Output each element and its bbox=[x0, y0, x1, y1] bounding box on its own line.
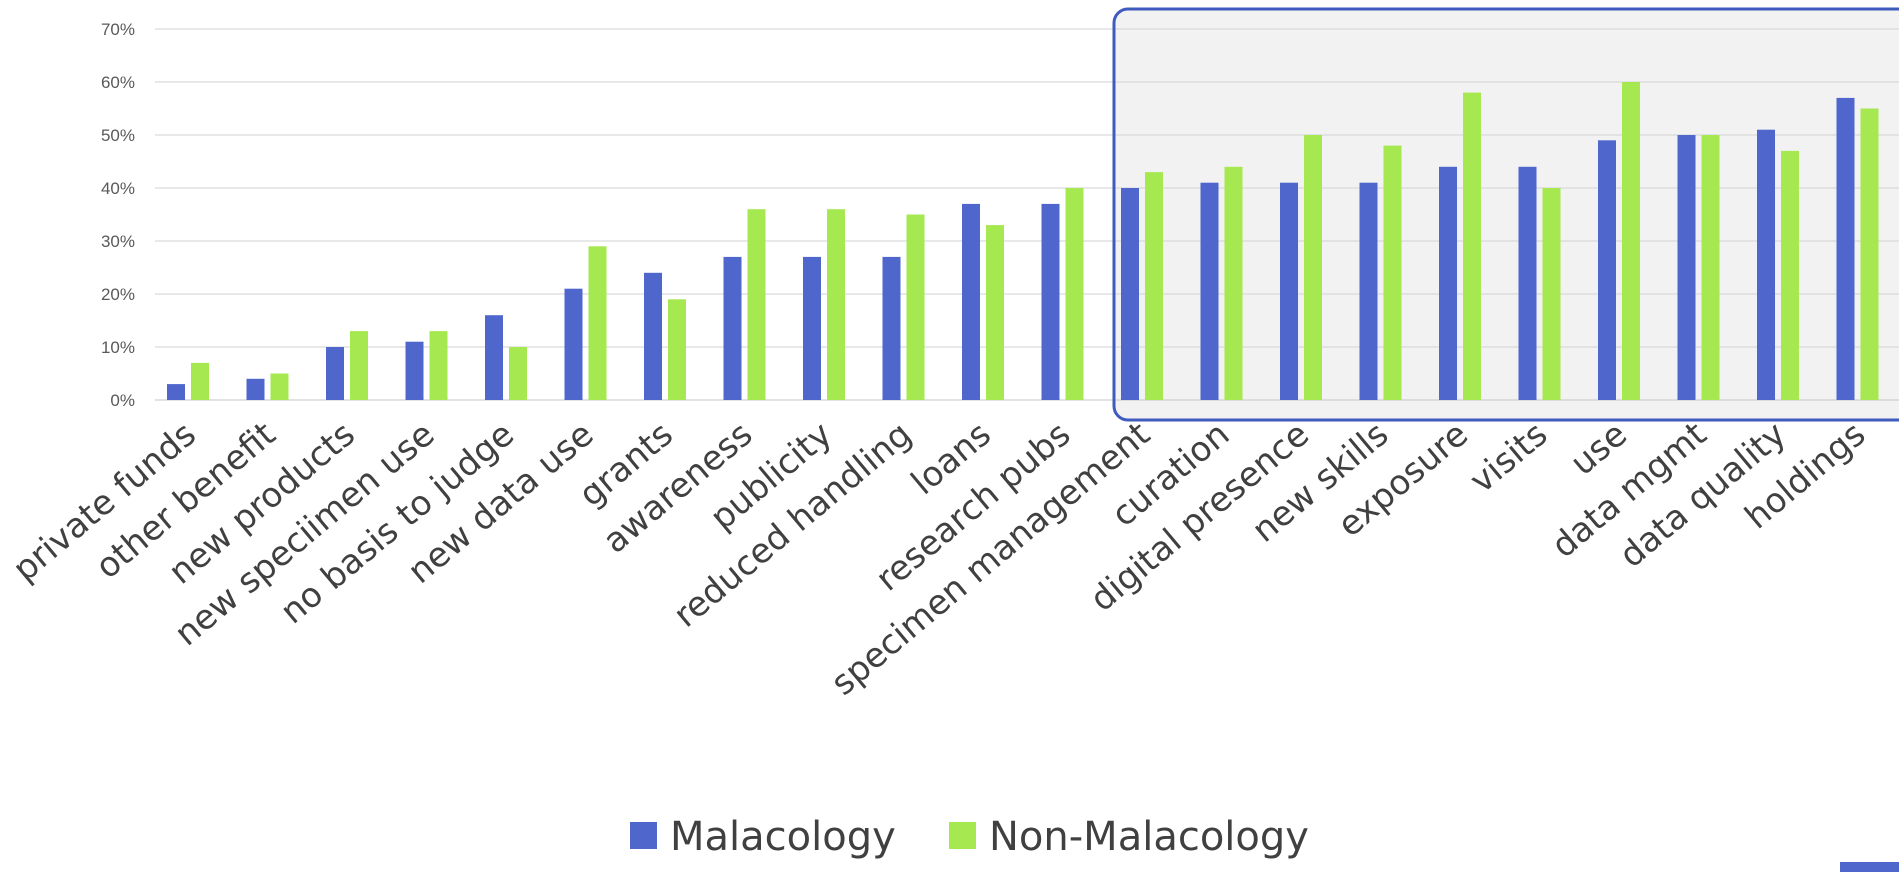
bar-non-malacology bbox=[1860, 108, 1879, 400]
bars bbox=[167, 82, 1879, 401]
bar-malacology bbox=[167, 384, 185, 400]
y-axis-ticks: 0% 10% 20% 30% 40% 50% 60% 70% bbox=[101, 20, 135, 410]
category-label: visits bbox=[1462, 414, 1555, 501]
bar-non-malacology bbox=[270, 373, 289, 400]
bar-malacology bbox=[1836, 97, 1855, 401]
bar-malacology bbox=[882, 256, 901, 400]
bar-non-malacology bbox=[1145, 172, 1163, 400]
bar-non-malacology bbox=[429, 331, 448, 400]
bar-malacology bbox=[246, 378, 265, 400]
bar-malacology bbox=[1518, 166, 1537, 400]
y-tick-label: 0% bbox=[110, 391, 135, 410]
bar-non-malacology bbox=[1622, 82, 1640, 400]
bar-malacology bbox=[485, 315, 503, 400]
bar-malacology bbox=[405, 341, 424, 400]
bar-non-malacology bbox=[191, 362, 209, 400]
bar-malacology bbox=[1677, 135, 1696, 400]
bar-malacology bbox=[1041, 203, 1060, 400]
bar-non-malacology bbox=[1383, 145, 1402, 400]
legend-label: Non-Malacology bbox=[989, 814, 1309, 860]
highlight-outline bbox=[1112, 7, 1899, 422]
y-tick-label: 50% bbox=[101, 126, 135, 145]
bar-malacology bbox=[1439, 166, 1457, 400]
highlight-box-outline bbox=[1112, 7, 1899, 422]
bar-non-malacology bbox=[350, 331, 368, 400]
legend-swatch bbox=[630, 822, 657, 849]
bar-non-malacology bbox=[668, 299, 686, 400]
y-tick-label: 70% bbox=[101, 20, 135, 39]
bar-malacology bbox=[723, 256, 742, 400]
y-tick-label: 40% bbox=[101, 179, 135, 198]
y-tick-label: 30% bbox=[101, 232, 135, 251]
y-tick-label: 60% bbox=[101, 73, 135, 92]
bar-non-malacology bbox=[986, 225, 1004, 400]
bar-malacology bbox=[1359, 182, 1378, 400]
legend: Malacology Non-Malacology bbox=[630, 814, 1309, 860]
bar-malacology bbox=[1757, 129, 1775, 400]
y-tick-label: 10% bbox=[101, 338, 135, 357]
bar-non-malacology bbox=[588, 246, 607, 400]
bar-malacology bbox=[803, 256, 821, 400]
bar-non-malacology bbox=[1463, 92, 1481, 400]
bar-non-malacology bbox=[1781, 150, 1799, 400]
bar-non-malacology bbox=[1701, 135, 1720, 400]
y-tick-label: 20% bbox=[101, 285, 135, 304]
bar-non-malacology bbox=[827, 209, 845, 400]
bar-malacology bbox=[1598, 140, 1616, 401]
bar-non-malacology bbox=[747, 209, 766, 400]
bar-non-malacology bbox=[1065, 188, 1084, 400]
bar-non-malacology bbox=[1304, 135, 1322, 400]
bar-non-malacology bbox=[1224, 166, 1243, 400]
bar-malacology bbox=[1200, 182, 1219, 400]
corner-marker bbox=[1840, 862, 1899, 872]
bar-malacology bbox=[1121, 188, 1139, 400]
bar-malacology bbox=[644, 272, 662, 400]
bar-malacology bbox=[326, 347, 344, 400]
bar-non-malacology bbox=[509, 347, 527, 400]
bar-non-malacology bbox=[906, 214, 925, 400]
bar-non-malacology bbox=[1542, 188, 1561, 400]
bar-malacology bbox=[962, 203, 980, 400]
legend-label: Malacology bbox=[670, 814, 896, 860]
bar-malacology bbox=[564, 288, 583, 400]
legend-swatch bbox=[949, 822, 976, 849]
bar-malacology bbox=[1280, 182, 1298, 400]
